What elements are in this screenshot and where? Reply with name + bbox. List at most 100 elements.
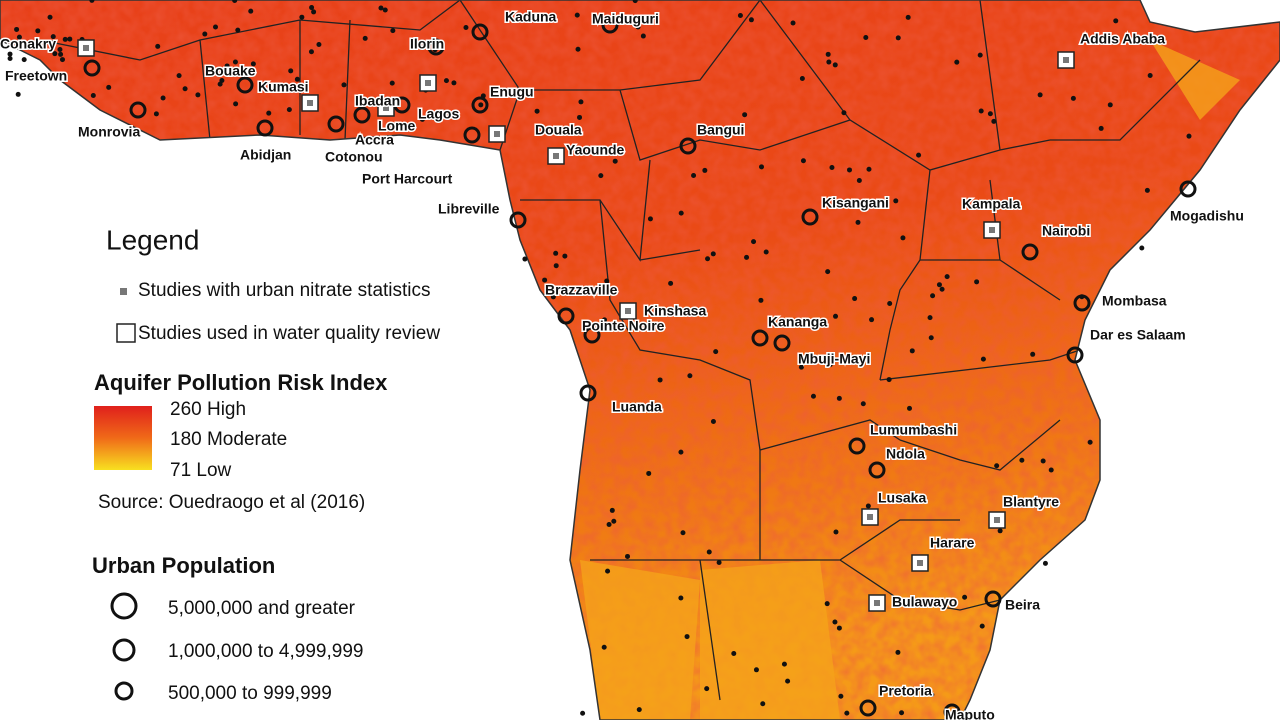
small-city	[250, 61, 256, 67]
small-city	[89, 0, 95, 3]
small-city	[575, 46, 581, 52]
city-marker	[1021, 243, 1039, 261]
small-city	[833, 313, 839, 319]
small-city	[580, 710, 586, 716]
city-label: Nairobi	[1042, 223, 1090, 239]
small-city	[176, 73, 182, 79]
city-label: Pretoria	[879, 683, 932, 699]
city-label: Ilorin	[410, 36, 444, 52]
city-marker	[579, 384, 597, 402]
legend-item: 5,000,000 and greater	[168, 598, 356, 619]
study-marker	[553, 153, 559, 159]
small-city	[930, 293, 936, 299]
small-city	[550, 294, 556, 300]
small-city	[678, 449, 684, 455]
small-city	[905, 14, 911, 20]
small-city	[1113, 18, 1119, 24]
legend-item: Studies used in water quality review	[138, 323, 440, 344]
small-city	[605, 568, 611, 574]
small-city	[609, 507, 615, 513]
legend-item: 1,000,000 to 4,999,999	[168, 641, 363, 662]
small-city	[106, 84, 112, 90]
small-city	[522, 256, 528, 262]
small-city	[980, 356, 986, 362]
small-city	[1030, 351, 1036, 357]
small-city	[153, 111, 159, 117]
city-marker	[353, 106, 371, 124]
small-city	[928, 335, 934, 341]
city-label: Kisangani	[822, 195, 889, 211]
small-city	[309, 5, 315, 11]
legend-symbol	[112, 638, 136, 662]
city-label: Lusaka	[878, 490, 926, 506]
city-label: Addis Ababa	[1080, 31, 1165, 47]
small-city	[997, 528, 1003, 534]
small-city	[362, 35, 368, 41]
city-marker	[601, 16, 619, 34]
small-city	[1042, 560, 1048, 566]
small-city	[895, 649, 901, 655]
small-city	[742, 112, 748, 118]
legend-symbol	[120, 288, 127, 295]
legend-symbol	[114, 681, 134, 701]
small-city	[14, 26, 20, 32]
city-marker	[427, 38, 445, 56]
small-city	[602, 317, 608, 323]
city-marker	[463, 126, 481, 144]
small-city	[855, 219, 861, 225]
small-city	[382, 7, 388, 13]
city-marker	[236, 76, 254, 94]
small-city	[785, 678, 791, 684]
small-city	[233, 101, 239, 107]
small-city	[202, 31, 208, 37]
small-city	[90, 93, 96, 99]
city-marker	[848, 437, 866, 455]
study-marker	[917, 560, 923, 566]
city-label: Freetown	[5, 68, 67, 84]
small-city	[760, 701, 766, 707]
city-label: Enugu	[490, 84, 534, 100]
small-city	[625, 553, 631, 559]
legend-title: Legend	[106, 224, 199, 255]
small-city	[235, 27, 241, 33]
small-city	[799, 76, 805, 82]
small-city	[863, 34, 869, 40]
small-city	[977, 52, 983, 58]
small-city	[886, 377, 892, 383]
small-city	[844, 710, 850, 716]
small-city	[182, 86, 188, 92]
small-city	[419, 116, 425, 122]
ramp-label: 180 Moderate	[170, 429, 287, 450]
city-label: Harare	[930, 535, 975, 551]
city-label: Lagos	[418, 106, 459, 122]
city-marker	[583, 326, 601, 344]
city-label: Yaounde	[566, 142, 625, 158]
small-city	[390, 28, 396, 34]
source: Source: Ouedraogo et al (2016)	[98, 492, 365, 513]
study-marker	[383, 105, 389, 111]
small-city	[810, 393, 816, 399]
small-city	[900, 235, 906, 241]
small-city	[1048, 467, 1054, 473]
small-city	[836, 625, 842, 631]
small-city	[832, 619, 838, 625]
small-city	[58, 51, 64, 57]
small-city	[52, 51, 58, 57]
city-label: Pointe Noire	[582, 318, 665, 334]
small-city	[705, 256, 711, 262]
city-label: Maputo	[945, 707, 995, 720]
city-marker	[984, 590, 1002, 608]
small-city	[646, 470, 652, 476]
small-city	[577, 149, 583, 155]
small-city	[907, 405, 913, 411]
city-label: Douala	[535, 122, 582, 138]
small-city	[927, 315, 933, 321]
small-city	[47, 14, 53, 20]
small-city	[866, 166, 872, 172]
study-marker	[989, 227, 995, 233]
small-city	[57, 47, 63, 53]
small-city	[869, 317, 875, 323]
small-city	[288, 68, 294, 74]
small-city	[7, 51, 13, 57]
